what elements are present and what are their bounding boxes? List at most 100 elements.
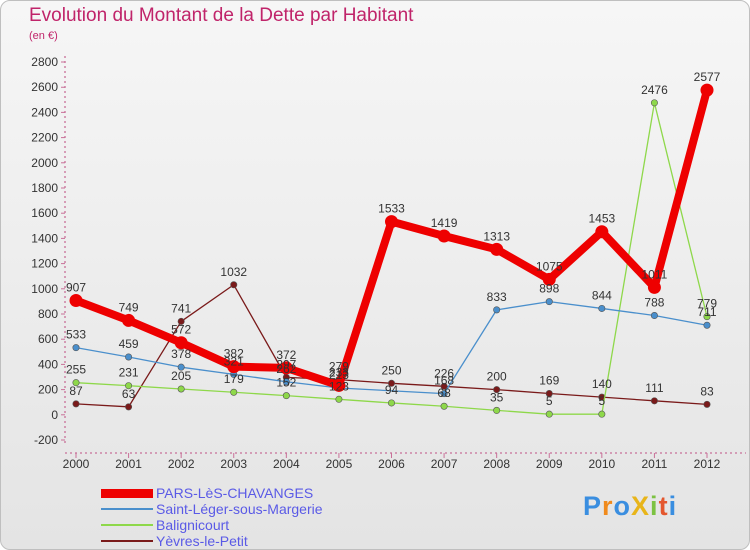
data-point xyxy=(230,281,238,289)
data-label: 1533 xyxy=(378,202,405,216)
x-tick-label: 2003 xyxy=(220,457,247,471)
data-label: 233 xyxy=(329,365,349,379)
data-point xyxy=(282,392,290,400)
data-point xyxy=(545,390,553,398)
legend-label: Yèvres-le-Petit xyxy=(156,533,248,549)
data-label: 200 xyxy=(487,370,507,384)
x-tick-label: 2007 xyxy=(431,457,458,471)
data-label: 5 xyxy=(598,394,605,408)
data-label: 169 xyxy=(539,374,559,388)
data-label: 2476 xyxy=(641,83,668,97)
data-label: 35 xyxy=(490,390,504,404)
data-point xyxy=(650,312,658,320)
data-point xyxy=(125,382,133,390)
series-line-1 xyxy=(75,301,708,395)
x-tick-label: 2001 xyxy=(115,457,142,471)
y-tick-label: 800 xyxy=(38,307,58,321)
data-point xyxy=(387,399,395,407)
data-point xyxy=(650,397,658,405)
data-label: 168 xyxy=(434,374,454,388)
data-label: 741 xyxy=(171,301,191,315)
data-point xyxy=(598,410,606,418)
legend-swatch xyxy=(101,508,153,510)
series-line-0 xyxy=(72,86,711,390)
data-point xyxy=(332,378,346,392)
data-label: 152 xyxy=(276,376,296,390)
data-point xyxy=(177,317,185,325)
data-point xyxy=(493,386,501,394)
chart-subtitle: (en €) xyxy=(29,30,58,42)
axes: -200 0 200 400 600 800 1000 1200 1400 1600 1800 200… xyxy=(31,55,746,471)
data-label: 63 xyxy=(122,387,136,401)
data-label: 1419 xyxy=(431,216,458,230)
data-label: 226 xyxy=(434,366,454,380)
legend-swatch xyxy=(101,540,153,542)
y-tick-label: 2800 xyxy=(31,55,58,69)
data-point xyxy=(703,321,711,329)
data-point xyxy=(493,306,501,314)
data-point xyxy=(230,388,238,396)
data-point xyxy=(69,294,83,308)
data-label: 123 xyxy=(329,379,349,393)
y-tick-label: 2400 xyxy=(31,105,58,119)
data-label: 844 xyxy=(592,288,612,302)
legend-label: PARS-LèS-CHAVANGES xyxy=(156,485,314,501)
data-label: 382 xyxy=(224,347,244,361)
data-label: 250 xyxy=(381,363,401,377)
series-lines xyxy=(69,83,714,418)
data-label: 94 xyxy=(385,383,399,397)
data-label: 1075 xyxy=(536,259,563,273)
data-point xyxy=(598,304,606,312)
x-tick-label: 2000 xyxy=(63,457,90,471)
x-tick-label: 2009 xyxy=(536,457,563,471)
data-point xyxy=(703,400,711,408)
legend-label: Balignicourt xyxy=(156,517,230,533)
x-tick-label: 2008 xyxy=(483,457,510,471)
logo-letter: o xyxy=(613,491,632,521)
data-label: 1032 xyxy=(220,265,247,279)
legend-swatch xyxy=(101,489,153,498)
data-label: 378 xyxy=(171,347,191,361)
y-tick-label: 1000 xyxy=(31,282,58,296)
data-label: 533 xyxy=(66,328,86,342)
data-point xyxy=(177,363,185,371)
data-point xyxy=(387,379,395,387)
data-label: 711 xyxy=(697,305,716,319)
data-point xyxy=(227,360,241,374)
data-label: 1011 xyxy=(642,267,668,281)
data-label: 572 xyxy=(171,323,191,337)
data-point xyxy=(335,395,343,403)
y-tick-label: 2600 xyxy=(31,80,58,94)
data-point xyxy=(490,242,504,256)
x-tick-label: 2006 xyxy=(378,457,405,471)
x-tick-label: 2004 xyxy=(273,457,300,471)
y-tick-label: 1800 xyxy=(31,181,58,195)
chart-title: Evolution du Montant de la Dette par Hab… xyxy=(29,5,414,26)
data-point xyxy=(545,410,553,418)
y-tick-label: -200 xyxy=(34,433,58,447)
data-point xyxy=(647,280,661,294)
data-point xyxy=(72,379,80,387)
x-tick-label: 2010 xyxy=(588,457,615,471)
data-point xyxy=(174,336,188,350)
data-label: 87 xyxy=(69,384,83,398)
data-point xyxy=(282,378,290,386)
data-point xyxy=(279,361,293,375)
data-label: 179 xyxy=(224,372,244,386)
data-label: 898 xyxy=(539,282,559,296)
data-label: 68 xyxy=(437,386,451,400)
y-tick-label: 1200 xyxy=(31,257,58,271)
data-point xyxy=(493,406,501,414)
data-label: 297 xyxy=(276,357,296,371)
data-point xyxy=(177,385,185,393)
data-label: 459 xyxy=(119,337,139,351)
logo-letter: i xyxy=(668,491,678,521)
logo-letter: X xyxy=(631,491,651,521)
data-label: 749 xyxy=(119,300,139,314)
y-tick-label: 400 xyxy=(38,357,58,371)
data-point xyxy=(437,229,451,243)
y-tick-label: 0 xyxy=(51,408,58,422)
x-tick-label: 2012 xyxy=(694,457,721,471)
y-tick-label: 200 xyxy=(38,383,58,397)
